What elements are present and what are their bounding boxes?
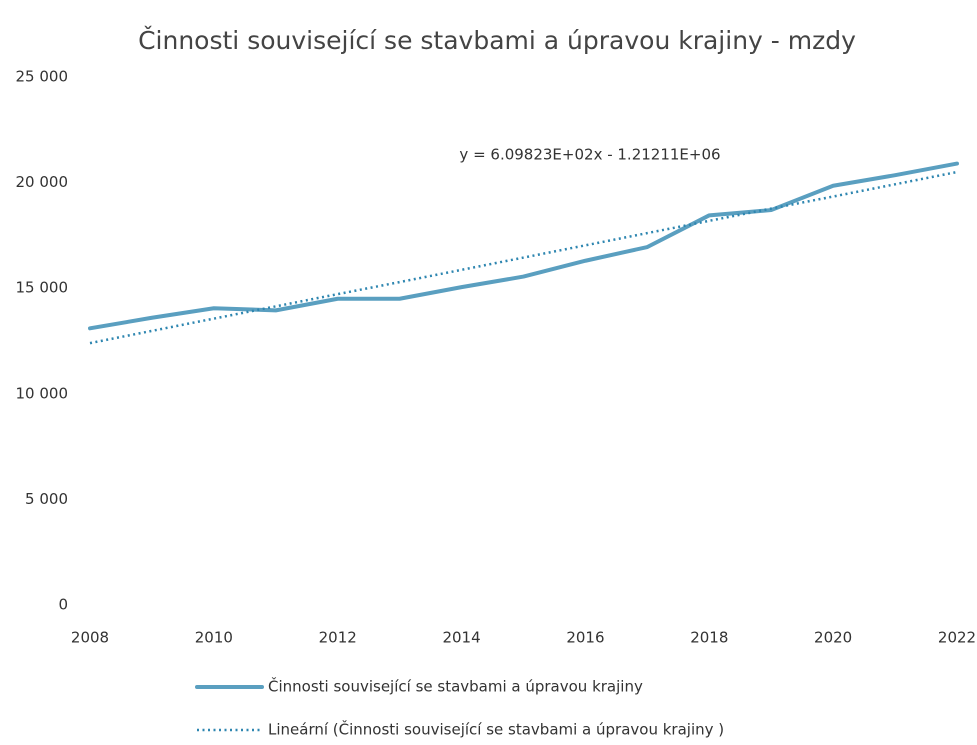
y-tick-label: 15 000 bbox=[16, 279, 69, 297]
y-tick-label: 5 000 bbox=[25, 490, 68, 508]
x-tick-label: 2014 bbox=[442, 629, 480, 647]
trend-equation: y = 6.09823E+02x - 1.21211E+06 bbox=[459, 146, 720, 164]
x-tick-label: 2012 bbox=[319, 629, 357, 647]
x-tick-label: 2018 bbox=[690, 629, 728, 647]
y-tick-label: 20 000 bbox=[16, 173, 69, 191]
x-tick-label: 2016 bbox=[566, 629, 604, 647]
x-tick-label: 2022 bbox=[938, 629, 976, 647]
y-tick-label: 0 bbox=[58, 596, 68, 614]
data-line bbox=[88, 161, 959, 331]
legend-label: Lineární (Činnosti související se stavba… bbox=[268, 720, 724, 739]
chart-title: Činnosti související se stavbami a úprav… bbox=[138, 25, 856, 55]
x-tick-label: 2010 bbox=[195, 629, 233, 647]
legend-label: Činnosti související se stavbami a úprav… bbox=[268, 677, 643, 696]
x-tick-label: 2020 bbox=[814, 629, 852, 647]
y-tick-label: 25 000 bbox=[16, 68, 69, 86]
trend-line bbox=[89, 170, 958, 345]
y-tick-label: 10 000 bbox=[16, 384, 69, 402]
x-tick-label: 2008 bbox=[71, 629, 109, 647]
